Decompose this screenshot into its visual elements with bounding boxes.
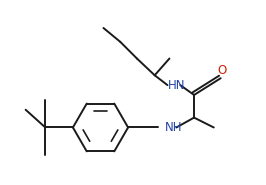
Text: NH: NH xyxy=(164,121,182,134)
Text: HN: HN xyxy=(168,79,185,92)
Text: O: O xyxy=(217,64,226,77)
